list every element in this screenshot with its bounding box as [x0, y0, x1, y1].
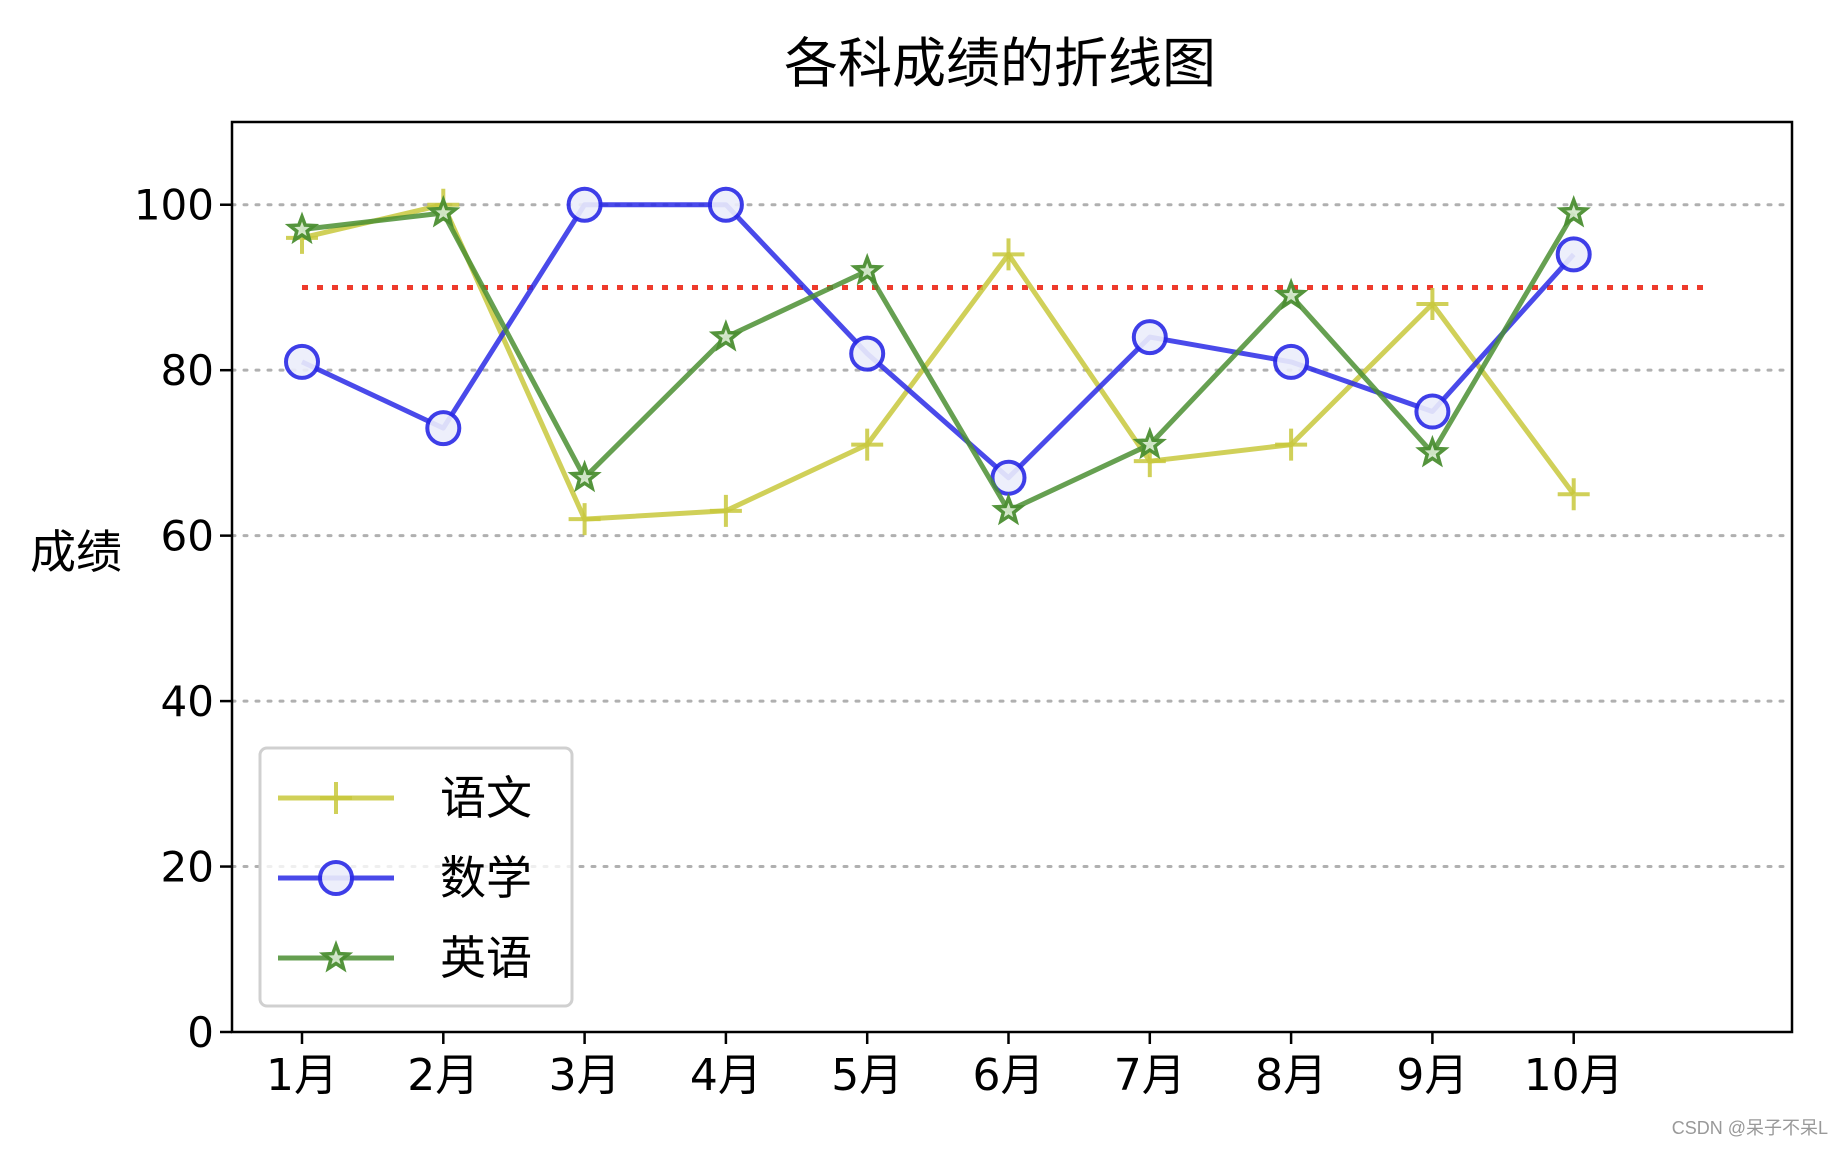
data-point	[850, 252, 885, 286]
x-tick-label: 9月	[1396, 1050, 1468, 1101]
data-point	[1555, 236, 1592, 273]
x-tick-label: 5月	[831, 1050, 903, 1101]
data-point	[426, 194, 461, 228]
y-tick-label: 80	[161, 346, 214, 395]
data-point	[1556, 194, 1591, 228]
watermark: CSDN @呆子不呆L	[1671, 1118, 1828, 1138]
y-tick-label: 60	[161, 512, 214, 561]
data-point	[992, 238, 1025, 271]
x-tick-label: 4月	[690, 1050, 762, 1101]
x-tick-label: 7月	[1114, 1050, 1186, 1101]
data-point	[284, 343, 320, 380]
data-point	[1273, 277, 1309, 311]
x-tick-label: 2月	[407, 1050, 479, 1101]
data-point	[284, 211, 320, 245]
data-point	[568, 503, 601, 536]
series-line-2	[300, 202, 1576, 481]
data-point	[1131, 319, 1168, 356]
x-tick-label: 10月	[1524, 1050, 1624, 1101]
data-point	[991, 492, 1026, 526]
data-point	[851, 428, 884, 461]
x-tick-label: 3月	[549, 1050, 621, 1101]
y-axis-label: 成绩	[30, 525, 122, 579]
x-tick-label: 6月	[973, 1050, 1045, 1101]
data-point	[1416, 288, 1449, 320]
plot-frame	[230, 120, 1794, 1034]
y-tick-label: 20	[161, 843, 214, 892]
chart-title: 各科成绩的折线图	[784, 32, 1216, 95]
data-point	[566, 186, 603, 223]
data-point	[708, 319, 744, 352]
legend-label: 语文	[440, 771, 532, 825]
legend-marker	[320, 782, 352, 814]
data-point	[1415, 434, 1450, 468]
data-point	[1414, 393, 1451, 430]
legend-marker	[318, 939, 354, 973]
y-tick-label: 0	[187, 1008, 214, 1057]
y-tick-label: 40	[161, 677, 214, 726]
data-point	[567, 459, 602, 493]
data-point	[425, 410, 462, 447]
data-point	[707, 186, 744, 223]
x-tick-label: 1月	[266, 1050, 338, 1101]
legend-marker	[318, 860, 354, 896]
data-point	[849, 335, 886, 372]
data-point	[1273, 343, 1310, 380]
legend-label: 数学	[440, 851, 532, 905]
y-tick-label: 100	[134, 181, 214, 230]
x-tick-label: 8月	[1255, 1050, 1327, 1101]
data-point	[1275, 428, 1308, 461]
data-point	[1132, 426, 1167, 460]
series-line-3	[301, 210, 1576, 514]
series-line-1	[301, 202, 1576, 522]
data-point	[1557, 478, 1590, 511]
data-point	[709, 494, 742, 527]
legend-label: 英语	[440, 931, 532, 985]
